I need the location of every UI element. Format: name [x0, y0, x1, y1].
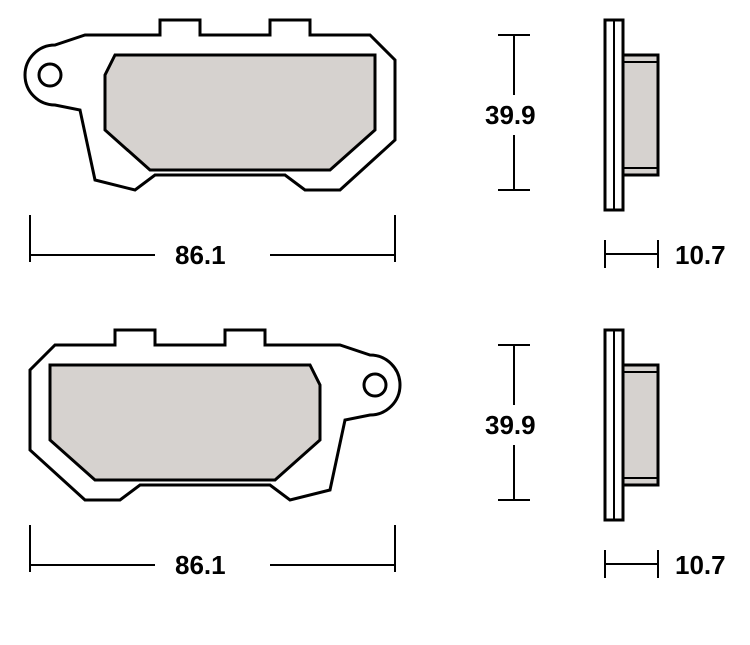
pad1-thick-label: 10.7 [675, 240, 726, 271]
pad1-width-label: 86.1 [175, 240, 226, 271]
pad2-height-label: 39.9 [485, 410, 536, 441]
pad1-side [605, 20, 658, 210]
pad1-front [25, 20, 395, 190]
pad2-side [605, 330, 658, 520]
pad1-thick-dim [605, 240, 658, 268]
pad2-front [30, 330, 400, 500]
pad2-thick-dim [605, 550, 658, 578]
pad2-width-label: 86.1 [175, 550, 226, 581]
diagram-canvas [0, 0, 750, 645]
pad2-thick-label: 10.7 [675, 550, 726, 581]
pad1-height-label: 39.9 [485, 100, 536, 131]
